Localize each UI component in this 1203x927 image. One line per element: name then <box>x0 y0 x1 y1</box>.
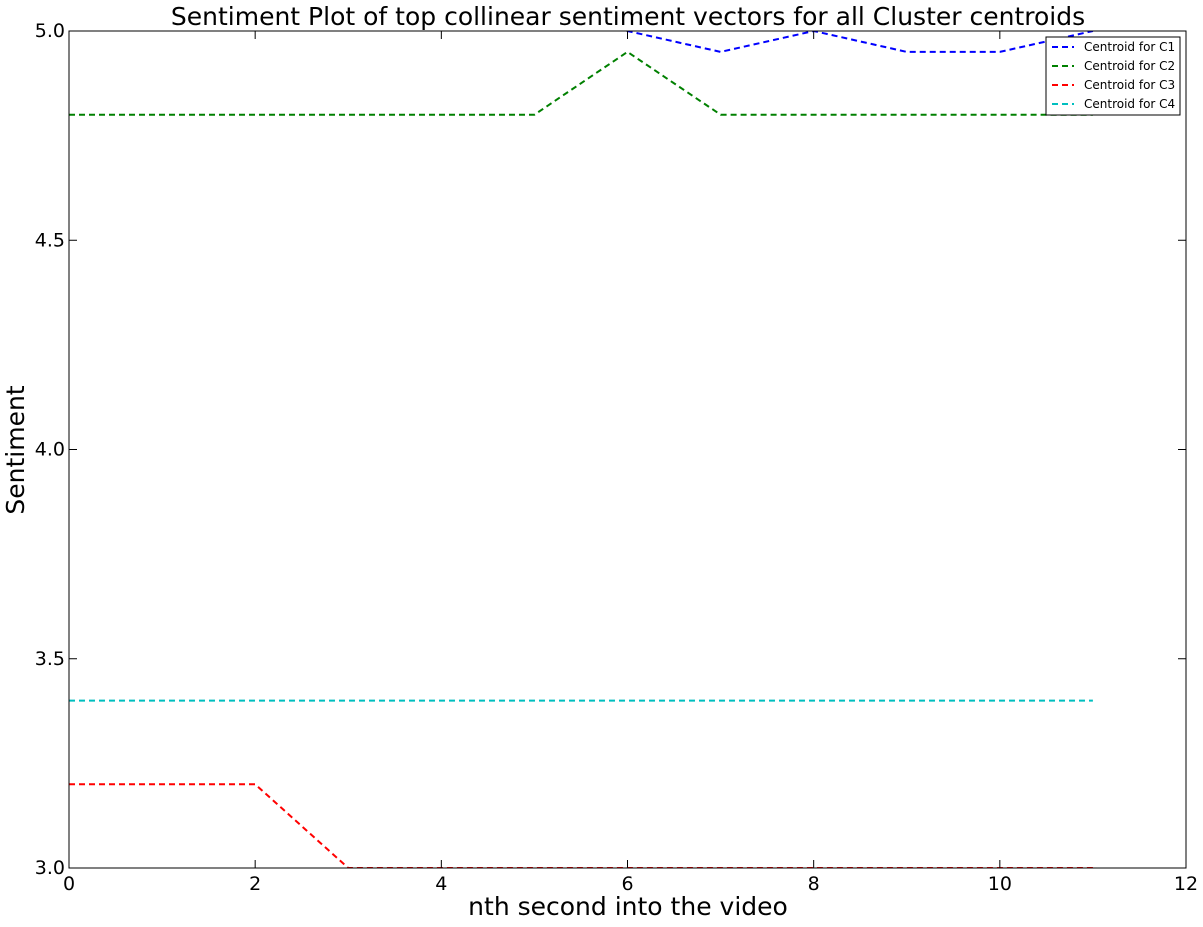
y-tick-label: 3.5 <box>35 648 65 670</box>
y-tick-label: 4.0 <box>35 439 65 461</box>
x-tick-label: 6 <box>621 873 633 895</box>
y-tick-label: 4.5 <box>35 229 65 251</box>
plot-lines <box>69 31 1094 868</box>
series-line-3 <box>69 783 1093 868</box>
y-axis-label: Sentiment <box>1 385 30 514</box>
x-tick-label: 2 <box>249 873 261 895</box>
y-tick-label: 5.0 <box>35 20 65 42</box>
x-tick-label: 12 <box>1174 873 1198 895</box>
legend-label-3: Centroid for C3 <box>1084 78 1175 92</box>
x-axis-label: nth second into the video <box>468 892 788 921</box>
x-tick-label: 4 <box>435 873 447 895</box>
x-tick-label: 0 <box>63 873 75 895</box>
series-line-2 <box>69 50 1093 116</box>
legend-label-4: Centroid for C4 <box>1084 97 1175 111</box>
axis-ticks <box>68 30 1187 869</box>
y-tick-label: 3.0 <box>35 857 65 879</box>
series-line-1 <box>622 31 1094 53</box>
y-tick-labels: 3.0 3.5 4.0 4.5 5.0 <box>35 20 65 879</box>
x-tick-labels: 0 2 4 6 8 10 12 <box>63 873 1198 895</box>
x-tick-label: 8 <box>808 873 820 895</box>
legend-frame <box>1045 36 1181 116</box>
chart-title: Sentiment Plot of top collinear sentimen… <box>171 2 1085 31</box>
legend-label-1: Centroid for C1 <box>1084 40 1175 54</box>
legend-label-2: Centroid for C2 <box>1084 59 1175 73</box>
plot-frame <box>68 30 1187 869</box>
x-tick-label: 10 <box>988 873 1012 895</box>
legend: Centroid for C1 Centroid for C2 Centroid f… <box>1045 36 1181 116</box>
